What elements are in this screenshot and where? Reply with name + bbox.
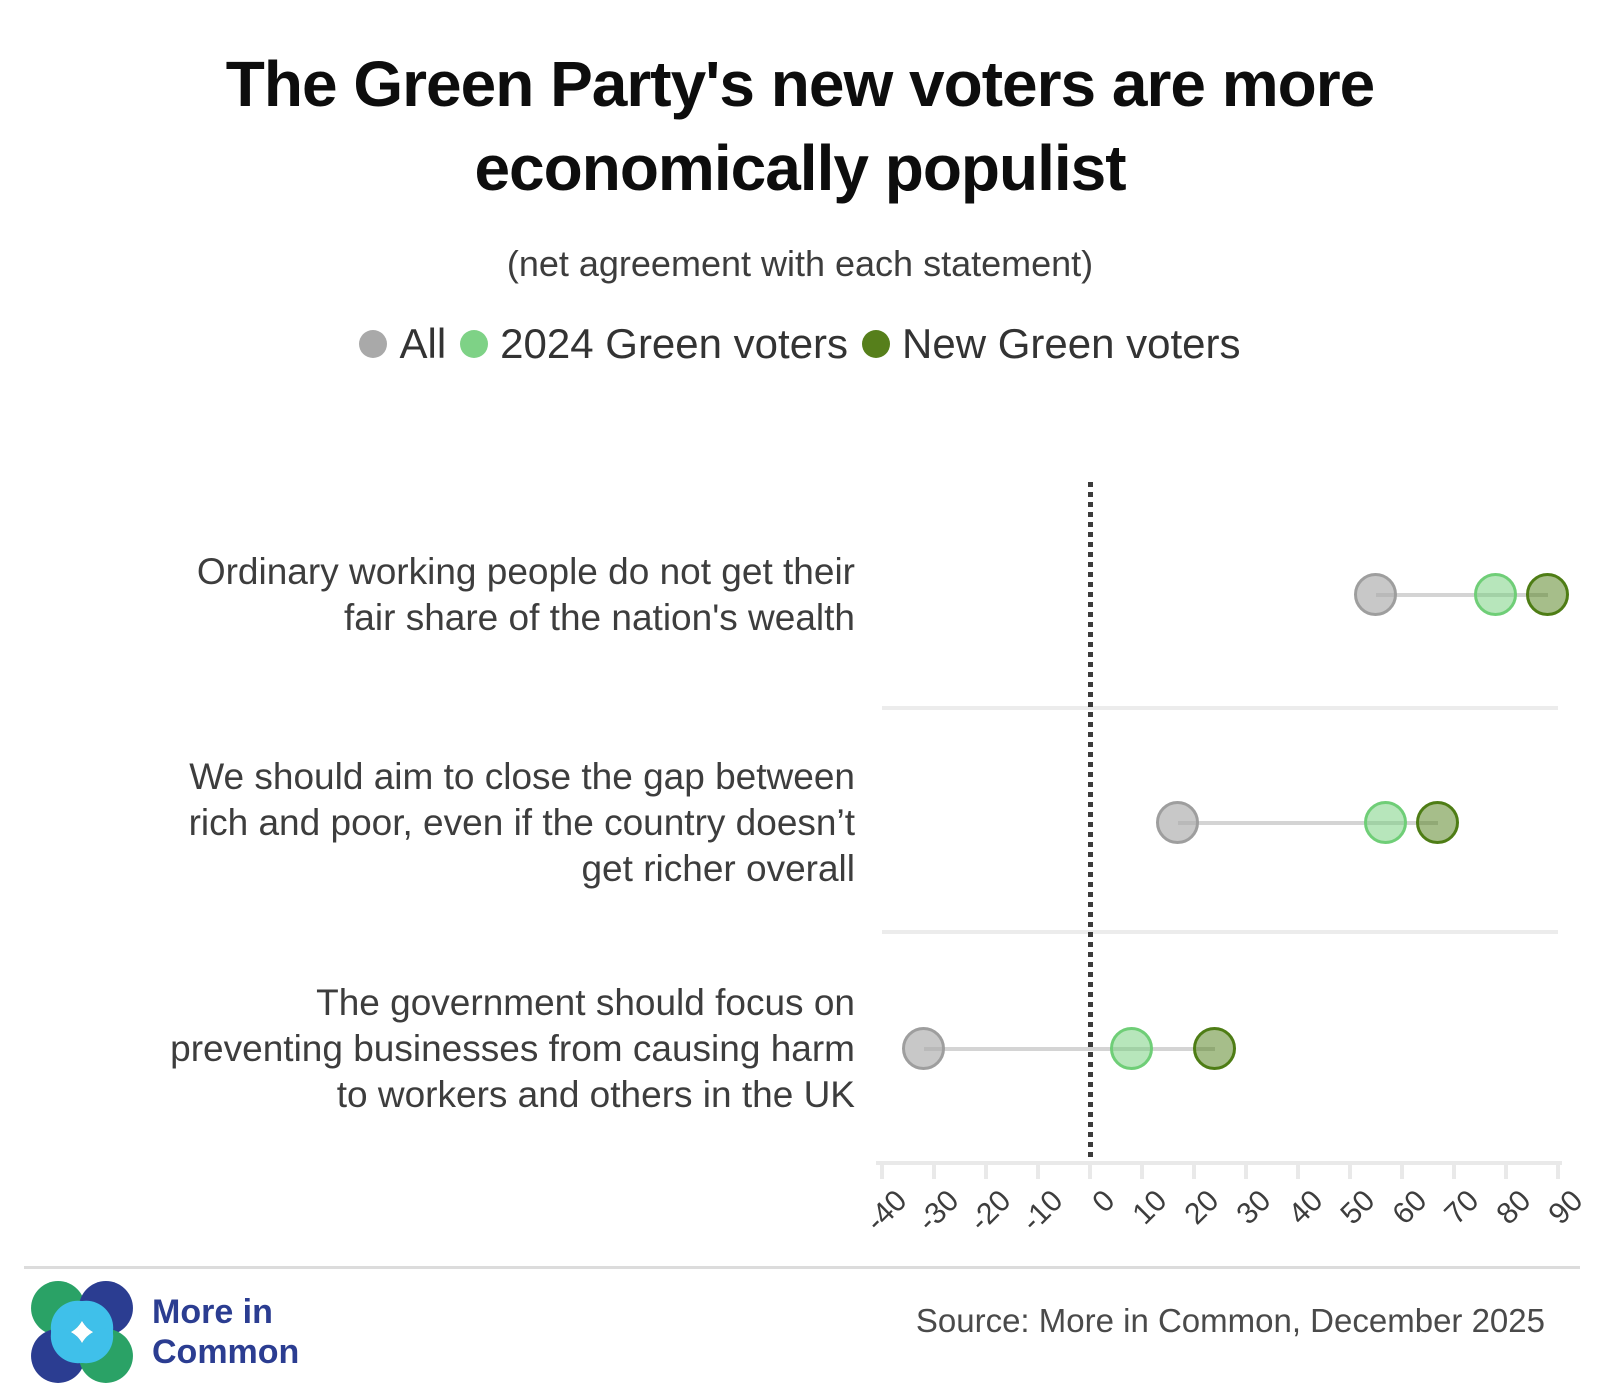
x-axis-tick-label: 20 <box>1178 1184 1226 1231</box>
x-axis-tick-label: -30 <box>911 1184 966 1238</box>
dot-all <box>901 1027 945 1070</box>
x-axis-tick <box>1504 1164 1508 1179</box>
x-axis-tick <box>880 1164 884 1179</box>
x-axis-tick-label: 40 <box>1282 1184 1330 1231</box>
dot-2024-green-voters <box>1109 1027 1153 1070</box>
legend-label-2024-green-voters: 2024 Green voters <box>500 320 849 367</box>
chart-title: The Green Party's new voters are more ec… <box>225 48 1376 205</box>
row-connector-line <box>923 1047 1215 1051</box>
row-connector-line <box>1178 821 1439 825</box>
row-separator-line <box>882 930 1558 934</box>
more-in-common-logo-text: More in Common <box>152 1292 300 1371</box>
legend-label-new-green-voters: New Green voters <box>902 320 1241 367</box>
dot-new-green-voters <box>1416 801 1460 844</box>
x-axis-tick-label: 0 <box>1086 1184 1122 1220</box>
x-axis-tick <box>1088 1164 1092 1179</box>
x-axis-tick <box>1244 1164 1248 1179</box>
row-separator-line <box>882 706 1558 710</box>
zero-reference-line <box>1087 482 1093 1161</box>
x-axis-tick-label: 90 <box>1542 1184 1590 1231</box>
legend-dot-new-green-voters <box>862 330 891 358</box>
x-axis-tick <box>932 1164 936 1179</box>
legend-item-new-green-voters: New Green voters <box>862 320 1241 368</box>
x-axis-tick <box>1036 1164 1040 1179</box>
legend-label-all: All <box>399 320 447 367</box>
x-axis-tick <box>1348 1164 1352 1179</box>
legend: All 2024 Green voters New Green voters <box>0 320 1600 368</box>
more-in-common-logo: More in Common <box>30 1280 299 1384</box>
statement-label: The government should focus on preventin… <box>170 982 855 1115</box>
dot-2024-green-voters <box>1473 573 1517 616</box>
dot-new-green-voters <box>1192 1027 1236 1070</box>
x-axis-tick-label: -20 <box>963 1184 1018 1238</box>
x-axis-tick <box>1296 1164 1300 1179</box>
chart-subtitle: (net agreement with each statement) <box>506 243 1094 284</box>
legend-item-2024-green-voters: 2024 Green voters <box>460 320 848 368</box>
legend-dot-all <box>359 330 388 358</box>
x-axis-line <box>876 1161 1562 1165</box>
more-in-common-logo-icon <box>31 1281 133 1383</box>
source-note: Source: More in Common, December 2025 <box>915 1302 1545 1339</box>
x-axis-tick-label: -40 <box>859 1184 914 1238</box>
x-axis-tick-label: 10 <box>1126 1184 1174 1231</box>
x-axis-tick <box>1452 1164 1456 1179</box>
dot-2024-green-voters <box>1364 801 1408 844</box>
x-axis-tick <box>1192 1164 1196 1179</box>
x-axis-tick-label: 80 <box>1490 1184 1538 1231</box>
x-axis-tick <box>1556 1164 1560 1179</box>
x-axis-tick <box>1140 1164 1144 1179</box>
dot-new-green-voters <box>1525 573 1569 616</box>
x-axis-tick-label: 70 <box>1438 1184 1486 1231</box>
x-axis-tick <box>1400 1164 1404 1179</box>
dot-all <box>1156 801 1200 844</box>
statement-label: We should aim to close the gap between r… <box>188 756 855 889</box>
legend-dot-2024-green-voters <box>460 330 489 358</box>
x-axis-tick <box>984 1164 988 1179</box>
legend-item-all: All <box>359 320 446 368</box>
statement-label: Ordinary working people do not get their… <box>196 551 855 638</box>
x-axis-tick-label: 50 <box>1334 1184 1382 1231</box>
x-axis-tick-label: 30 <box>1230 1184 1278 1231</box>
dot-all <box>1354 573 1397 616</box>
x-axis-tick-label: -10 <box>1015 1184 1070 1238</box>
row-connector-line <box>1376 593 1548 597</box>
x-axis-tick-label: 60 <box>1386 1184 1434 1231</box>
footer-divider <box>24 1266 1580 1269</box>
